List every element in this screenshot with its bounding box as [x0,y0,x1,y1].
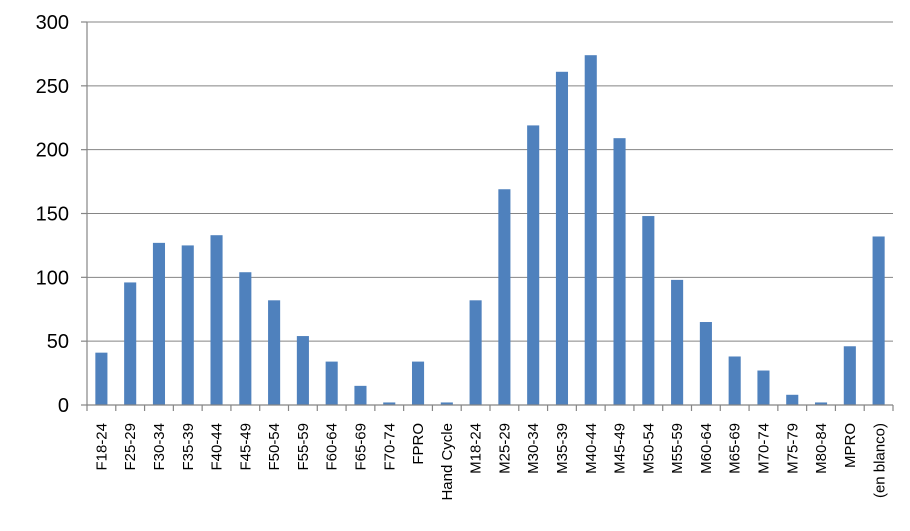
x-tick-label: M35-39 [554,423,571,474]
bar-m75-79 [786,394,799,405]
bar-m25-29 [498,189,511,405]
bar-f60-64 [325,361,338,405]
x-tick-label: M75-79 [784,423,801,474]
x-tick-label: MPRO [842,423,859,468]
x-tick-label: F18-24 [93,423,110,471]
x-tick-label: F25-29 [122,423,139,471]
x-tick-label: (en blanco) [872,423,889,498]
bar-m65-69 [728,356,741,405]
x-tick-label: M45-49 [612,423,629,474]
bar-f50-54 [268,300,281,405]
bar-m55-59 [671,279,684,405]
x-tick-label: M70-74 [755,423,772,474]
bar-m70-74 [757,370,770,405]
bar-en-blanco [872,236,885,405]
bar-f40-44 [210,235,223,405]
bar-m80-84 [814,402,828,405]
x-tick-label: M65-69 [727,423,744,474]
x-tick-label: M25-29 [496,423,513,474]
y-tick-label: 50 [47,331,69,353]
bar-f25-29 [124,282,137,405]
bar-m18-24 [469,300,482,405]
bar-m40-44 [584,55,597,406]
bar-m45-49 [613,138,626,405]
bar-f70-74 [383,402,396,405]
bar-f65-69 [354,385,367,405]
bar-m30-34 [527,125,540,405]
x-tick-label: F70-74 [381,423,398,471]
x-tick-label: F65-69 [352,423,369,471]
x-tick-label: F35-39 [180,423,197,471]
y-tick-label: 0 [58,395,69,417]
gridlines [87,21,893,342]
axes [81,21,894,411]
bar-mpro [843,346,856,405]
x-tick-label: F45-49 [237,423,254,471]
bar-m35-39 [555,71,569,405]
bar-f18-24 [95,352,108,405]
bar-hand-cycle [440,402,453,405]
x-tick-label: F60-64 [324,423,341,471]
x-tick-label: FPRO [410,423,427,465]
x-tick-label: M55-59 [669,423,686,474]
bar-f30-34 [152,242,166,405]
x-tick-label: M18-24 [468,423,485,474]
x-tick-label: M30-34 [525,423,542,474]
y-tick-label: 200 [36,140,69,162]
y-tick-label: 150 [36,204,69,226]
x-axis-tick-labels: F18-24 F25-29 F30-34 F35-39 F40-44 F45-49 F50-… [93,423,888,501]
x-tick-label: F30-34 [151,423,168,471]
bar-f55-59 [296,336,309,405]
x-tick-label: M50-54 [640,423,657,474]
x-tick-label: F55-59 [295,423,312,471]
bar-f35-39 [181,245,194,405]
bar-f45-49 [239,272,252,405]
y-tick-label: 250 [36,76,69,98]
x-tick-label: F50-54 [266,423,283,471]
x-tick-label: Hand Cycle [439,423,456,501]
bars [95,55,885,406]
y-tick-label: 300 [36,12,69,34]
x-tick-label: M40-44 [583,423,600,474]
x-tick-label: F40-44 [209,423,226,471]
bar-m60-64 [699,322,712,405]
x-tick-label: M80-84 [813,423,830,474]
x-tick-label-group: (en blanco) [872,423,889,498]
y-axis-tick-labels: 0 50 100 150 200 250 300 [36,12,69,417]
bar-fpro [411,361,425,405]
x-tick-label: M60-64 [698,423,715,474]
y-tick-label: 100 [36,267,69,289]
bar-m50-54 [642,216,655,405]
